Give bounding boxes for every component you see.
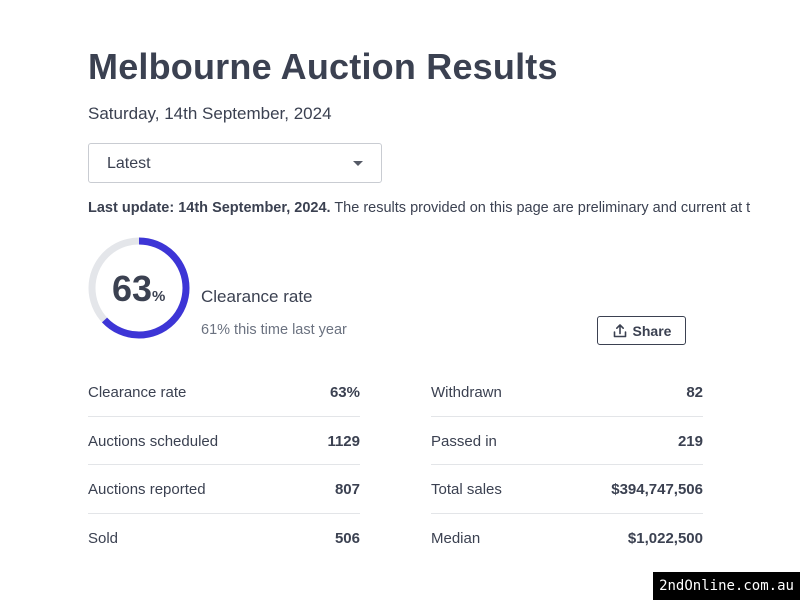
watermark: 2ndOnline.com.au [653,572,800,600]
stat-row: Passed in 219 [431,417,703,465]
stat-row: Auctions scheduled 1129 [88,417,360,465]
stat-value: 219 [677,432,703,450]
stat-row: Total sales $394,747,506 [431,465,703,514]
chevron-down-icon [353,161,363,166]
stat-label: Median [431,529,481,547]
stat-row: Median $1,022,500 [431,514,703,563]
stat-value: 506 [334,529,360,547]
date-select[interactable]: Latest [88,143,382,183]
clearance-rate-number: 63 [112,268,153,309]
stat-value: $1,022,500 [627,529,703,547]
stats-table-right: Withdrawn 82 Passed in 219 Total sales $394… [431,368,703,562]
page-title: Melbourne Auction Results [88,46,558,87]
share-icon [613,323,626,337]
last-update-date: Last update: 14th September, 2024. [88,200,331,216]
stat-label: Passed in [431,432,497,450]
share-button-label: Share [632,322,672,339]
stat-label: Sold [88,529,119,547]
clearance-rate-figure: 63% [112,268,165,310]
stat-value: 63% [329,384,360,401]
donut-progress-arc [88,237,190,339]
stat-label: Total sales [431,481,502,498]
stat-value: 82 [686,384,703,401]
stat-value: $394,747,506 [611,481,703,498]
stat-label: Clearance rate [88,384,187,401]
stat-row: Clearance rate 63% [88,368,360,417]
clearance-rate-donut [88,237,190,339]
date-select-value: Latest [107,155,151,172]
clearance-rate-label: Clearance rate [201,287,313,306]
stat-label: Auctions reported [88,481,206,498]
clearance-rate-previous: 61% this time last year [201,322,347,338]
stat-row: Sold 506 [88,514,360,563]
stat-row: Auctions reported 807 [88,465,360,514]
stat-label: Auctions scheduled [88,432,219,450]
clearance-rate-unit: % [152,288,166,305]
stat-row: Withdrawn 82 [431,368,703,417]
stats-table-left: Clearance rate 63% Auctions scheduled 1129… [88,368,360,562]
share-button[interactable]: Share [597,316,686,345]
results-date: Saturday, 14th September, 2024 [88,104,332,123]
last-update-text: The results provided on this page are pr… [330,200,751,216]
last-update-note: Last update: 14th September, 2024. The r… [88,200,800,216]
stat-value: 807 [334,481,360,498]
stat-value: 1129 [327,432,360,450]
stat-label: Withdrawn [431,384,502,401]
